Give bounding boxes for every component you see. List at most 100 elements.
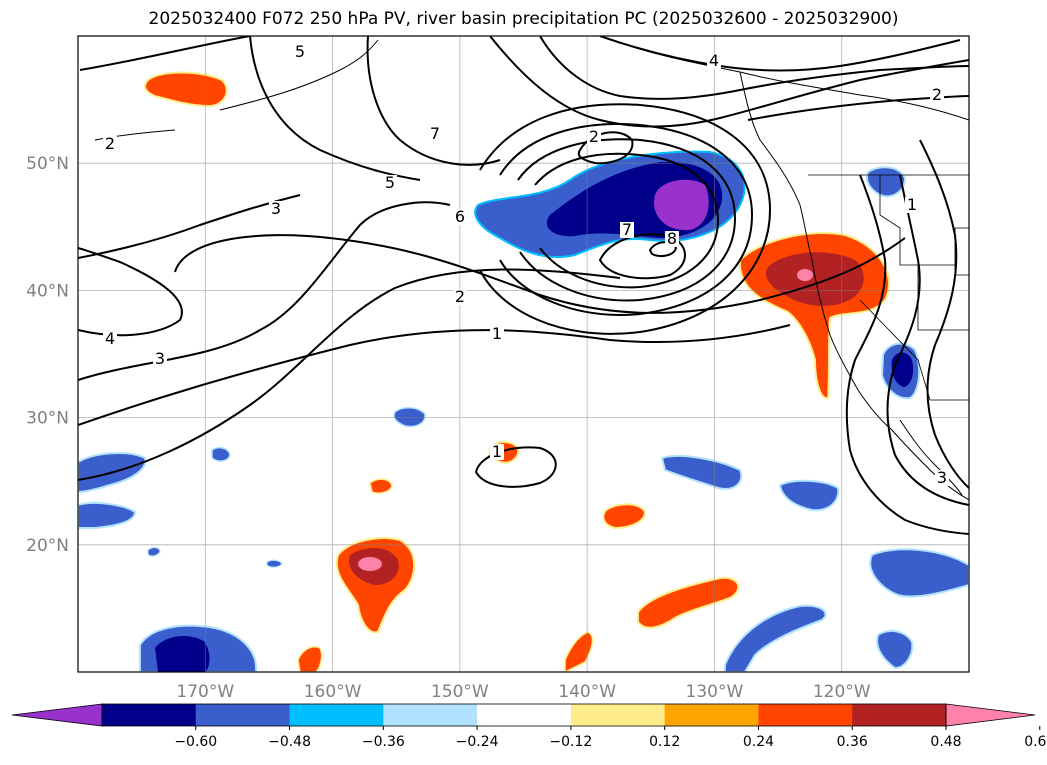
contour-label-bg bbox=[490, 326, 504, 342]
lat-tick-label: 30°N bbox=[26, 409, 69, 429]
contour-label: 3 bbox=[271, 199, 281, 218]
lat-tick-label: 50°N bbox=[26, 154, 69, 174]
contour-label: 3 bbox=[155, 349, 165, 368]
contour-label: 7 bbox=[430, 124, 440, 143]
negative-anomaly-peak bbox=[654, 179, 709, 231]
contour-label: 7 bbox=[622, 220, 632, 239]
negative-anomaly-small bbox=[266, 559, 283, 568]
contour-label-bg bbox=[665, 231, 679, 247]
negative-anomaly-small bbox=[724, 604, 827, 672]
contour-label-bg bbox=[269, 201, 283, 217]
colorbar-tick-label: −0.48 bbox=[268, 734, 311, 750]
colorbar-segment bbox=[664, 704, 759, 726]
contour-label-bg bbox=[453, 289, 467, 305]
colorbar-tick-label: 0.60 bbox=[1024, 734, 1047, 750]
colorbar-tick-label: 0.24 bbox=[743, 734, 774, 750]
contour-label: 2 bbox=[589, 127, 599, 146]
negative-anomaly-small bbox=[866, 166, 907, 198]
contour-label: 5 bbox=[295, 42, 305, 61]
colorbar-frame bbox=[101, 703, 947, 727]
lat-tick-label: 20°N bbox=[26, 536, 69, 556]
contour-label-bg bbox=[428, 126, 442, 142]
negative-anomaly-small bbox=[778, 479, 840, 512]
colorbar-segment bbox=[758, 704, 853, 726]
positive-anomaly-bering bbox=[143, 71, 228, 108]
contour-label-bg bbox=[905, 197, 919, 213]
negative-anomaly-small bbox=[869, 548, 969, 598]
contour-label-bg bbox=[620, 222, 634, 238]
colorbar-segment bbox=[477, 704, 572, 726]
colorbar-tick-label: −0.36 bbox=[362, 734, 405, 750]
lon-tick-label: 160°W bbox=[304, 682, 362, 702]
contour-label-bg bbox=[587, 129, 601, 145]
map-title: 2025032400 F072 250 hPa PV, river basin … bbox=[148, 9, 899, 29]
positive-anomaly-west-coast-peak bbox=[797, 269, 813, 281]
contour-label: 6 bbox=[455, 207, 465, 226]
contour-label: 2 bbox=[455, 287, 465, 306]
colorbar-tick-label: −0.24 bbox=[456, 734, 499, 750]
contour-label-bg bbox=[707, 53, 721, 69]
colorbar-tick-label: −0.60 bbox=[174, 734, 217, 750]
positive-anomaly-small bbox=[297, 646, 323, 672]
negative-anomaly-small bbox=[660, 454, 743, 490]
positive-anomaly-hawaii-peak bbox=[358, 557, 382, 571]
contour-label-bg bbox=[103, 136, 117, 152]
contour-label-bg bbox=[453, 209, 467, 225]
contour-label-bg bbox=[935, 470, 949, 486]
map-frame bbox=[77, 35, 970, 673]
lon-tick-label: 120°W bbox=[813, 682, 871, 702]
colorbar-tick-label: 0.36 bbox=[837, 734, 868, 750]
latitude-labels: 50°N 40°N 30°N 20°N bbox=[26, 154, 69, 556]
positive-anomaly-small bbox=[637, 576, 740, 629]
contour-label: 1 bbox=[907, 195, 917, 214]
colorbar-extend-max bbox=[945, 703, 1036, 727]
negative-anomaly-small bbox=[211, 446, 231, 462]
contour-label: 5 bbox=[385, 173, 395, 192]
colorbar-segment bbox=[195, 704, 291, 726]
negative-anomaly-small-core bbox=[155, 636, 210, 672]
contour-label-bg bbox=[930, 87, 944, 103]
longitude-labels: 170°W 160°W 150°W 140°W 130°W 120°W bbox=[176, 682, 870, 702]
negative-anomaly-small bbox=[876, 629, 914, 670]
colorbar-segment bbox=[289, 704, 384, 726]
colorbar-segment bbox=[852, 704, 947, 726]
map-background bbox=[78, 36, 969, 672]
contour-label-bg bbox=[153, 351, 167, 367]
gridlines bbox=[78, 36, 969, 672]
colorbar-extend-min bbox=[11, 703, 103, 727]
colorbar-tick-label: 0.48 bbox=[930, 734, 961, 750]
lon-tick-label: 150°W bbox=[431, 682, 489, 702]
coastlines bbox=[94, 36, 969, 501]
negative-anomaly-small bbox=[78, 502, 137, 529]
pv-contours bbox=[78, 36, 969, 535]
lon-tick-label: 170°W bbox=[176, 682, 234, 702]
contour-label: 2 bbox=[932, 85, 942, 104]
colorbar-segment bbox=[570, 704, 666, 726]
contour-label: 1 bbox=[492, 442, 502, 461]
contour-label: 4 bbox=[709, 51, 719, 70]
contour-label-bg bbox=[490, 444, 504, 460]
negative-anomaly-small bbox=[393, 407, 426, 428]
pv-contour-labels: 5 2 2 4 3 5 7 6 2 1 4 3 1 7 8 2 1 3 bbox=[103, 42, 949, 487]
positive-anomaly-small bbox=[369, 478, 393, 494]
colorbar-segment bbox=[102, 704, 197, 726]
contour-label: 8 bbox=[667, 229, 677, 248]
colorbar-segment bbox=[383, 704, 478, 726]
contour-label: 2 bbox=[105, 134, 115, 153]
map-panel: 5 2 2 4 3 5 7 6 2 1 4 3 1 7 8 2 1 3 bbox=[77, 35, 970, 673]
colorbar-tick-label: −0.12 bbox=[549, 734, 592, 750]
contour-label: 3 bbox=[937, 468, 947, 487]
colorbar: −0.60 −0.48 −0.36 −0.24 −0.12 0.12 0.24 0.36 0.4… bbox=[11, 703, 1047, 750]
positive-anomaly-small bbox=[602, 503, 647, 530]
contour-label-bg bbox=[293, 44, 307, 60]
positive-anomaly-small bbox=[564, 631, 594, 672]
precip-pc-shading bbox=[78, 71, 969, 672]
negative-anomaly-small bbox=[147, 546, 161, 557]
lat-tick-label: 40°N bbox=[26, 281, 69, 301]
contour-label-bg bbox=[103, 331, 117, 347]
lon-tick-label: 130°W bbox=[686, 682, 744, 702]
colorbar-tick-label: 0.12 bbox=[649, 734, 680, 750]
lon-tick-label: 140°W bbox=[558, 682, 616, 702]
contour-label-bg bbox=[383, 175, 397, 191]
